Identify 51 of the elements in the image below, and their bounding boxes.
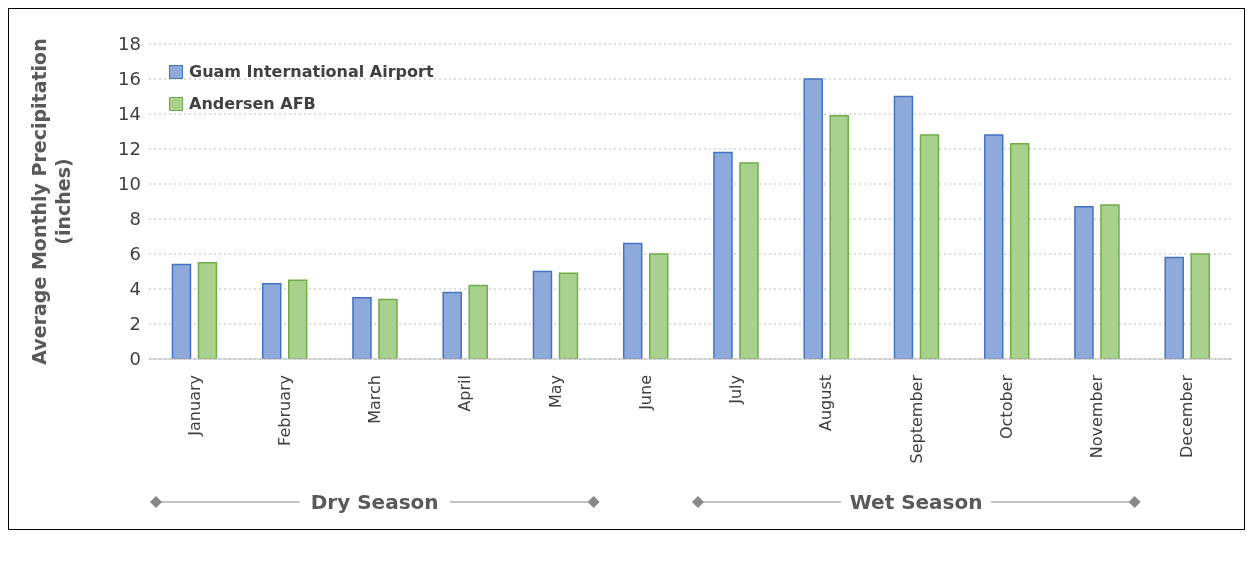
x-tick-label: February [274,375,294,446]
bar [1009,143,1030,359]
bar [197,262,218,359]
bar [648,253,669,359]
x-tick-label: December [1177,374,1197,458]
x-tick-label: June [635,375,655,411]
bar [171,263,192,359]
bar [893,95,914,359]
x-tick-label: November [1087,374,1107,459]
x-tick-label: September [906,374,926,464]
bar [713,151,733,359]
y-tick-label: 12 [118,138,141,160]
x-tick-label: October [996,374,1016,440]
bar [622,242,643,359]
bar [1100,204,1120,359]
bar [983,134,1004,359]
bar [1190,253,1210,359]
x-tick-label: August [816,375,836,431]
bar [532,270,553,359]
bar [352,297,372,359]
text: Dry Season [309,490,440,514]
y-tick-label: 8 [129,208,141,230]
x-tick-label: April [455,375,475,412]
y-tick-label: 0 [129,348,141,370]
y-tick-label: 6 [129,243,141,265]
bar [558,272,579,359]
y-tick-label: 14 [118,103,141,125]
bar [1074,206,1094,359]
y-tick-label: 2 [129,313,141,335]
x-tick-label: March [365,375,385,424]
y-tick-label: 18 [118,33,141,55]
y-tick-label: 4 [129,278,141,300]
y-tick-label: 10 [118,173,141,195]
bar [287,279,308,359]
legend-label: Andersen AFB [189,93,316,115]
y-axis-title: Average Monthly Precipitation (inches) [28,38,74,365]
x-tick-label: January [184,375,204,437]
bar [803,78,823,359]
x-tick-label: July [726,375,746,405]
bar [1164,256,1184,359]
bar [378,298,398,359]
bar [261,283,282,359]
legend-label: Guam International Airport [189,61,434,83]
bar [468,284,488,359]
x-tick-label: May [545,375,565,409]
bar [919,134,940,359]
y-tick-label: 16 [118,68,141,90]
bar [829,115,849,359]
bar [739,162,759,359]
bar [442,291,462,359]
text: Wet Season [848,490,984,514]
